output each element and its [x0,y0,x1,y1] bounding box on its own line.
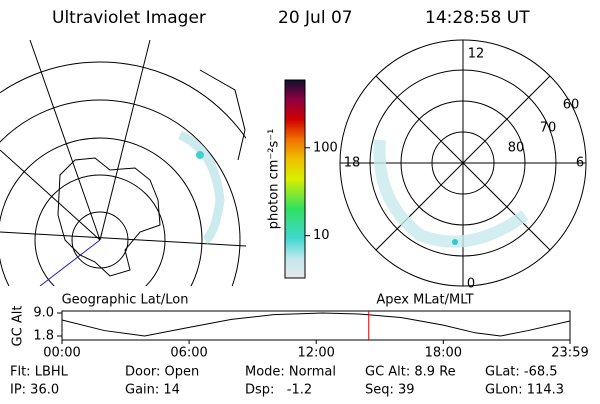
mlt-label: 18 [344,156,361,171]
colorbar-label: photon cm⁻²s⁻¹ [267,129,282,230]
geographic-map [0,40,246,286]
apex-map [339,39,587,287]
status-field: Gain: 14 [125,383,180,398]
panel-title: Apex MLat/MLT [376,293,473,308]
x-tick-label: 18:00 [425,346,462,361]
altitude-label: GC Alt [11,306,26,347]
status-field: GLat: -68.5 [485,365,558,380]
status-field: Mode: Normal [245,365,336,380]
mlt-label: 6 [576,156,584,171]
status-field: GLon: 114.3 [485,383,564,398]
mlat-label: 70 [540,121,557,136]
date: 20 Jul 07 [278,8,353,28]
colorbar-tick-label: 10 [313,228,330,243]
instrument: Ultraviolet Imager [52,8,206,28]
x-tick-label: 12:00 [297,346,334,361]
mlt-label: 12 [468,47,485,62]
mlat-label: 60 [563,98,580,113]
x-tick-label: 06:00 [170,346,207,361]
mlat-label: 80 [508,141,525,156]
status-field: GC Alt: 8.9 Re [365,365,456,380]
mlt-label: 0 [467,277,475,292]
altitude-curve [61,312,571,337]
colorbar [284,79,306,279]
x-tick-label: 23:59 [551,346,588,361]
status-field: Seq: 39 [365,383,415,398]
y-tick-label: 1.8 [33,329,54,344]
colorbar-tick-label: 100 [313,140,338,155]
status-field: Dsp: -1.2 [245,383,312,398]
y-tick-label: 9.0 [33,306,54,321]
x-tick-label: 00:00 [43,346,80,361]
status-field: Door: Open [125,365,199,380]
status-field: IP: 36.0 [10,383,59,398]
panel-title: Geographic Lat/Lon [62,293,189,308]
time: 14:28:58 UT [425,8,530,28]
status-field: Flt: LBHL [10,365,69,380]
